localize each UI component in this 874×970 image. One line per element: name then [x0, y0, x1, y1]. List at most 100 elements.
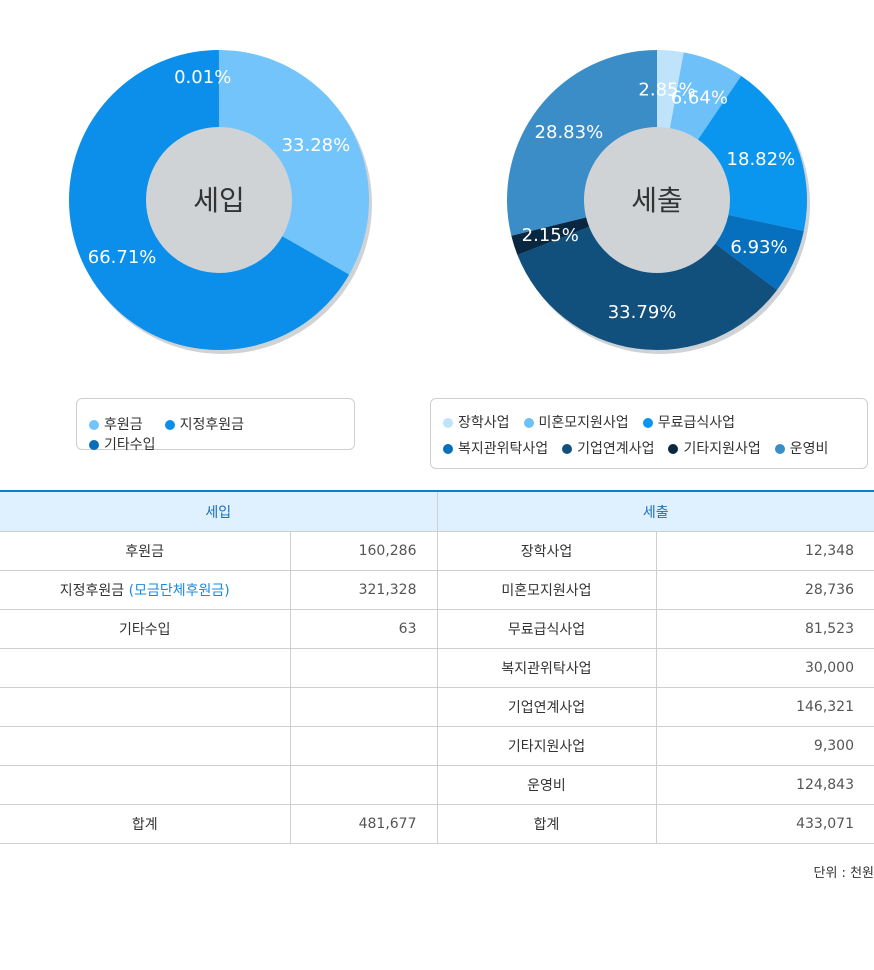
- legend-item: 무료급식사업: [642, 410, 735, 436]
- legend-dot-icon: [443, 444, 453, 454]
- income-item-name: [0, 648, 291, 688]
- expense-item-value: 30,000: [655, 648, 874, 688]
- table-row: 기타지원사업 9,300: [0, 726, 874, 766]
- slice-label-1-1: 6.64%: [671, 87, 728, 108]
- donut-slice-1-3: [715, 215, 804, 290]
- legend-item: 지정후원금: [164, 414, 245, 434]
- expense-item-name: 기업연계사업: [436, 687, 657, 727]
- income-item-name: [0, 726, 291, 766]
- legend-item: 기타수입: [89, 434, 156, 454]
- legend-dot-icon: [774, 444, 785, 454]
- income-item-label: 기타수입: [118, 622, 171, 638]
- donut-center-label: 세출: [631, 184, 683, 217]
- legend-dot-icon: [562, 444, 573, 454]
- income-item-value: [289, 648, 438, 688]
- slice-label-1-5: 2.15%: [522, 225, 579, 246]
- expense-item-name: 미혼모지원사업: [436, 570, 657, 610]
- income-item-value: 481,677: [289, 804, 438, 844]
- table-row: 합계 481,677 합계 433,071: [0, 804, 874, 844]
- table-row: 운영비 124,843: [0, 765, 874, 805]
- slice-label-0-0: 33.28%: [282, 135, 351, 156]
- income-legend: 후원금 지정후원금기타수입: [76, 398, 355, 453]
- income-item-name: 기타수입: [0, 609, 291, 649]
- expense-item-value: 433,071: [655, 804, 874, 844]
- donut-slice-1-4: [517, 226, 778, 350]
- expense-item-name: 장학사업: [436, 531, 657, 571]
- income-item-label: 후원금: [125, 544, 165, 560]
- table-row: 지정후원금 (모금단체후원금) 321,328 미혼모지원사업 28,736: [0, 570, 874, 610]
- expense-item-name: 무료급식사업: [436, 609, 657, 649]
- donut-slice-1-2: [697, 75, 807, 231]
- legend-item: 후원금: [89, 414, 143, 434]
- income-item-value: 160,286: [289, 531, 438, 571]
- expense-item-value: 146,321: [655, 687, 874, 727]
- income-header: 세입: [0, 490, 438, 532]
- donut-slice-1-0: [657, 50, 684, 129]
- slice-label-0-1: 66.71%: [88, 247, 157, 268]
- donut-slice-0-0: [219, 50, 369, 275]
- income-item-value: [289, 726, 438, 766]
- slice-label-1-2: 18.82%: [727, 149, 796, 170]
- income-item-name: [0, 765, 291, 805]
- budget-table: 세입 세출 후원금 160,286 장학사업 12,348 지정후원금 (모금단체후원금…: [0, 490, 874, 844]
- expense-item-name: 운영비: [436, 765, 657, 805]
- slice-label-1-4: 33.79%: [608, 302, 677, 323]
- table-row: 기업연계사업 146,321: [0, 687, 874, 727]
- income-item-value: [289, 687, 438, 727]
- table-row: 복지관위탁사업 30,000: [0, 648, 874, 688]
- income-item-value: 321,328: [289, 570, 438, 610]
- donut-slice-1-5: [511, 217, 590, 256]
- income-item-value: 63: [289, 609, 438, 649]
- legend-item: 미혼모지원사업: [523, 410, 629, 436]
- legend-dot-icon: [89, 440, 99, 450]
- table-header-row: 세입 세출: [0, 490, 874, 532]
- expense-legend: 장학사업 미혼모지원사업 무료급식사업복지관위탁사업 기업연계사업 기타지원사업 운영비: [430, 398, 868, 469]
- donut-slice-1-1: [670, 52, 742, 140]
- legend-label: 미혼모지원사업: [538, 415, 629, 431]
- legend-dot-icon: [89, 420, 99, 430]
- legend-label: 기타수입: [104, 437, 156, 453]
- legend-label: 후원금: [104, 417, 143, 433]
- slice-label-0-2: 0.01%: [174, 67, 231, 88]
- unit-note: 단위 : 천원: [813, 866, 874, 881]
- expense-item-value: 81,523: [655, 609, 874, 649]
- legend-label: 장학사업: [458, 415, 510, 431]
- legend-item: 기타지원사업: [668, 436, 761, 462]
- donut-slice-0-1: [69, 50, 350, 350]
- income-item-label: 지정후원금: [59, 583, 129, 599]
- donut-center-label: 세입: [193, 184, 245, 217]
- legend-item: 장학사업: [443, 410, 510, 436]
- expense-item-name: 복지관위탁사업: [436, 648, 657, 688]
- legend-label: 기업연계사업: [577, 441, 655, 457]
- legend-dot-icon: [642, 418, 653, 428]
- income-item-label: 합계: [131, 817, 158, 833]
- expense-item-value: 12,348: [655, 531, 874, 571]
- expense-header: 세출: [436, 490, 874, 532]
- expense-item-value: 9,300: [655, 726, 874, 766]
- legend-dot-icon: [523, 418, 534, 428]
- donut-slice-1-6: [507, 50, 657, 236]
- legend-item: 복지관위탁사업: [443, 436, 548, 462]
- table-row: 후원금 160,286 장학사업 12,348: [0, 531, 874, 571]
- legend-dot-icon: [164, 420, 175, 430]
- table-row: 기타수입 63 무료급식사업 81,523: [0, 609, 874, 649]
- expense-item-name: 기타지원사업: [436, 726, 657, 766]
- legend-label: 운영비: [789, 441, 829, 457]
- legend-label: 기타지원사업: [683, 441, 761, 457]
- slice-label-1-6: 28.83%: [535, 122, 604, 143]
- income-item-name: 후원금: [0, 531, 291, 571]
- legend-item: 기업연계사업: [562, 436, 654, 462]
- legend-label: 복지관위탁사업: [458, 441, 549, 457]
- income-item-sublabel: (모금단체후원금): [128, 583, 230, 599]
- expense-item-value: 28,736: [655, 570, 874, 610]
- legend-label: 지정후원금: [179, 417, 245, 433]
- expense-item-value: 124,843: [655, 765, 874, 805]
- slice-label-1-3: 6.93%: [730, 237, 787, 258]
- expense-item-name: 합계: [436, 804, 657, 844]
- legend-dot-icon: [443, 418, 453, 428]
- income-item-name: [0, 687, 291, 727]
- income-item-value: [289, 765, 438, 805]
- legend-item: 운영비: [774, 436, 829, 462]
- income-item-name: 지정후원금 (모금단체후원금): [0, 570, 291, 610]
- legend-label: 무료급식사업: [657, 415, 735, 431]
